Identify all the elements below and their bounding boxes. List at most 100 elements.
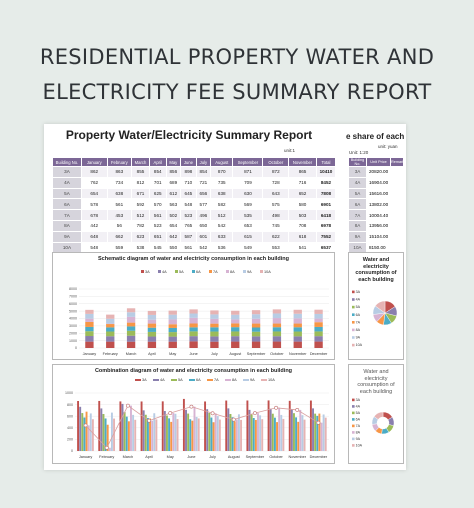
stacked-bar-segment (126, 322, 136, 327)
combo-bar (246, 400, 249, 451)
legend-swatch (171, 379, 177, 381)
combo-bar (108, 447, 111, 451)
stacked-bar-segment (272, 327, 282, 332)
stacked-bar-segment (168, 324, 177, 328)
stacked-bar-segment (147, 336, 157, 342)
legend-label: 10A (268, 378, 275, 382)
value-cell: 762 (80, 176, 108, 189)
combo-bar (163, 411, 166, 451)
value-cell: 678 (80, 209, 108, 221)
legend-label: 8A (230, 270, 235, 274)
value-cell: 854 (195, 166, 212, 178)
stacked-bar-segment (272, 318, 282, 324)
value-cell: 650 (195, 219, 212, 232)
stacked-bar-segment (272, 323, 282, 328)
legend-swatch (352, 305, 355, 309)
value-cell: 592 (131, 198, 150, 211)
legend-swatch (141, 270, 144, 273)
stacked-bar-segment (210, 341, 219, 348)
value-cell: 708 (288, 219, 317, 232)
combo-bar (214, 413, 217, 451)
combo-bar (204, 401, 207, 451)
combo-bar (280, 414, 283, 451)
value-cell: 601 (195, 230, 212, 243)
legend-label: 7A (213, 270, 218, 274)
combo-bar (195, 416, 198, 451)
value-cell: 856 (165, 166, 182, 178)
value-cell: 615 (232, 230, 264, 243)
value-cell: 623 (131, 230, 150, 243)
legend-swatch (135, 379, 141, 381)
legend-swatch (352, 437, 355, 441)
stacked-bar-segment (189, 331, 198, 337)
stacked-bar-segment (189, 313, 198, 318)
combo-bar (132, 414, 135, 451)
price-cell: 16904.00 (366, 176, 391, 189)
table-row: 7A 678 453 512 561 502 523 496 512 535 498 503 6418 (52, 209, 337, 221)
combo-bar (320, 422, 323, 451)
combo-bar (197, 418, 200, 451)
table-header-cell: April (148, 157, 167, 167)
price-cell: 15616.00 (366, 187, 391, 200)
value-cell: 578 (80, 198, 108, 211)
value-cell: 745 (262, 219, 290, 232)
value-cell: 563 (165, 198, 182, 211)
value-cell: 709 (232, 176, 264, 189)
combo-chart-panel: Combination diagram of water and electri… (52, 364, 335, 464)
legend-label: 7A (214, 378, 219, 382)
trend-point (147, 418, 151, 423)
stacked-bar-segment (272, 309, 282, 314)
stacked-bar-segment (189, 327, 198, 332)
pie-chart-panel: Water and electricity consumption of eac… (348, 252, 404, 360)
value-cell: 642 (165, 230, 182, 243)
pie-slice (373, 411, 384, 420)
legend-swatch (352, 290, 355, 294)
table-row: 4A 762 734 812 701 689 710 721 735 709 728 716 8452 (52, 176, 337, 189)
remark-cell (390, 166, 404, 178)
stacked-bar-segment (147, 310, 157, 315)
value-cell: 512 (131, 209, 150, 221)
combo-bar (182, 398, 185, 451)
building-cell: 9A (52, 230, 82, 243)
legend-swatch (226, 270, 229, 273)
share-table: Building No. Unit Price Remark 3A 20820.00 4… (348, 157, 404, 254)
total-cell: 6418 (315, 209, 337, 221)
stacked-bar-segment (293, 341, 302, 348)
combo-bar (309, 400, 312, 451)
legend-label: 10A (264, 270, 271, 274)
y-tick-label: 200 (67, 438, 73, 442)
stacked-bar-segment (231, 319, 240, 324)
x-tick-label: December (310, 455, 328, 459)
stacked-bar-segment (85, 318, 94, 322)
donut-chart: 3A 4A 5A 6A 7A 8A 9A 10A (352, 398, 395, 448)
value-cell: 654 (80, 187, 108, 200)
pie-slice (375, 300, 386, 314)
y-tick-label: 1000 (65, 391, 73, 395)
combo-bar (134, 419, 137, 451)
legend-label: 8A (356, 431, 361, 435)
trend-point (231, 417, 236, 422)
legend-label: 4A (160, 378, 165, 382)
value-cell: 865 (288, 166, 317, 178)
combo-bar (273, 417, 276, 451)
trend-line (85, 405, 319, 449)
stacked-bar-segment (147, 331, 157, 337)
combo-bar (218, 419, 221, 451)
combo-bar (149, 418, 151, 451)
banner-title-line2: ELECTRICITY FEE SUMMARY REPORT (42, 80, 432, 104)
combo-bar (83, 417, 86, 451)
y-tick-label: 4000 (69, 317, 77, 321)
y-tick-label: 0 (71, 449, 73, 453)
combo-bar (91, 419, 94, 451)
stacked-bar-segment (168, 319, 177, 325)
building-cell: 9A (348, 230, 367, 243)
combo-bar (235, 419, 238, 451)
total-cell: 7808 (315, 187, 337, 200)
stacked-bar-segment (189, 341, 198, 348)
value-cell: 542 (210, 219, 234, 232)
value-cell: 638 (106, 187, 133, 200)
value-cell: 561 (148, 209, 167, 221)
combo-bar (322, 414, 325, 451)
building-cell: 8A (348, 219, 367, 232)
combo-bar (185, 409, 187, 451)
